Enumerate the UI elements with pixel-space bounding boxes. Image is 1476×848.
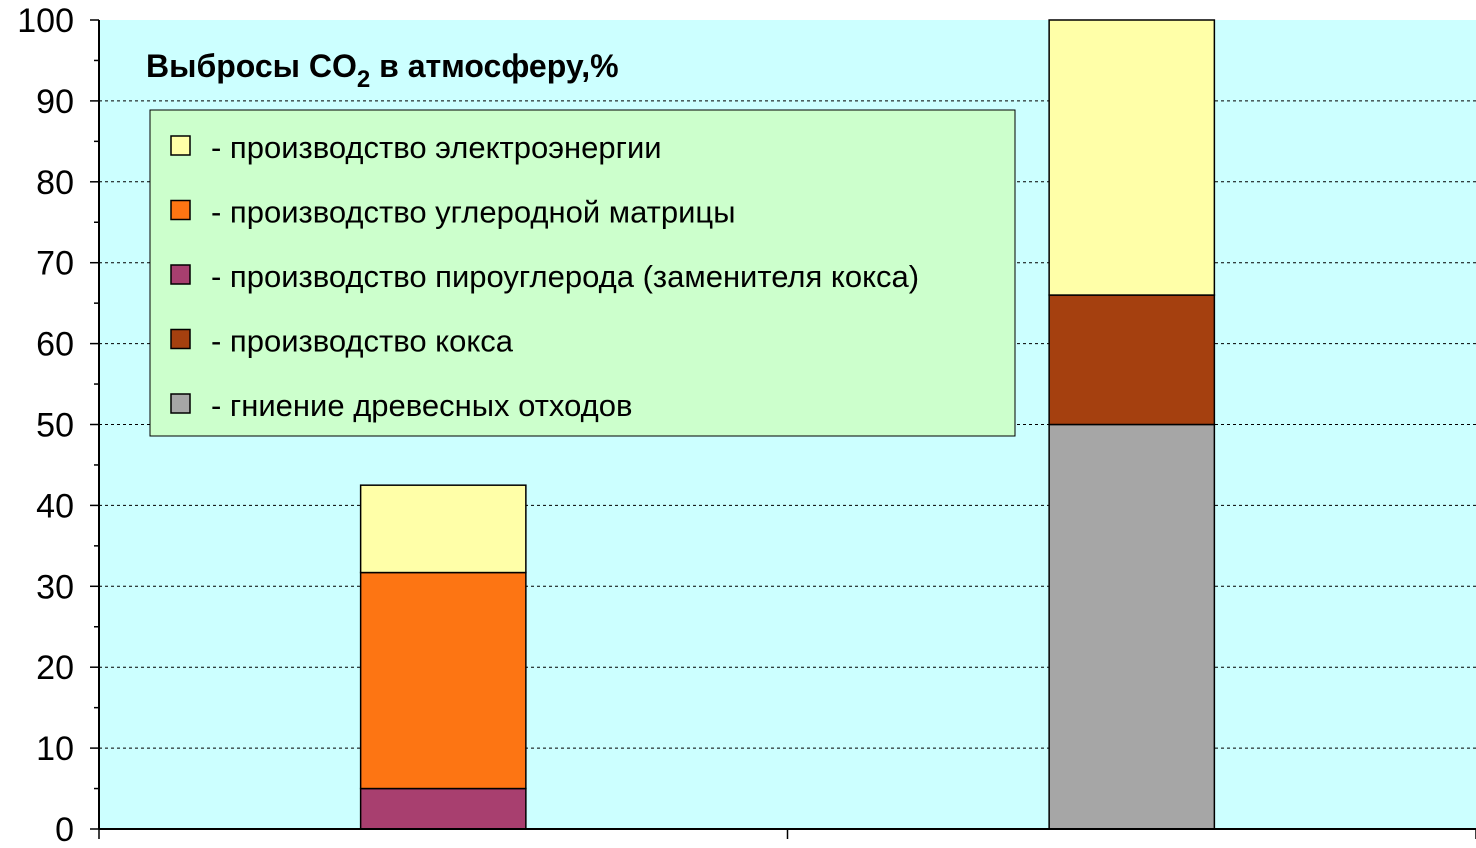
legend-label: - производство электроэнергии	[211, 130, 662, 165]
y-tick-label: 30	[36, 568, 74, 606]
legend-swatch	[170, 199, 191, 221]
y-tick-labels: 0 10 20 30 40 50 60 70 80 90 100	[17, 2, 74, 848]
y-tick-label: 90	[36, 83, 74, 121]
axes	[90, 19, 1476, 839]
chart-title-suffix: в атмосферу,%	[370, 48, 618, 84]
y-tick-label: 80	[36, 164, 74, 202]
bar-segment	[359, 484, 527, 574]
y-tick-label: 10	[36, 730, 74, 768]
legend-swatch	[170, 393, 191, 414]
legend-label: - гниение древесных отходов	[211, 388, 632, 423]
y-tick-label: 70	[36, 245, 74, 283]
y-tick-label: 50	[36, 407, 74, 445]
legend-label: - производство пироуглерода (заменителя …	[211, 259, 919, 294]
chart-title-subscript: 2	[357, 66, 370, 93]
chart-title: Выбросы CO2 в атмосферу,%	[146, 48, 619, 93]
bars	[359, 19, 1216, 830]
y-tick-label: 0	[55, 811, 74, 848]
legend-swatch	[170, 135, 191, 156]
y-tick-label: 100	[17, 2, 74, 40]
bar-segment	[1048, 19, 1216, 296]
legend-label: - производство кокса	[211, 324, 514, 359]
bar-segment	[1048, 294, 1216, 426]
legend-label: - производство углеродной матрицы	[211, 195, 735, 230]
chart-title-prefix: Выбросы CO	[146, 48, 357, 84]
legend-swatch	[170, 328, 191, 350]
legend-swatch	[170, 264, 191, 285]
y-tick-label: 20	[36, 649, 74, 687]
y-tick-label: 40	[36, 487, 74, 525]
bar-segment	[359, 571, 527, 790]
legend: - производство электроэнергии - производс…	[149, 109, 1016, 437]
bar-segment	[1048, 423, 1216, 830]
y-tick-label: 60	[36, 326, 74, 364]
legend-box	[149, 109, 1016, 437]
bar-segment	[359, 787, 527, 830]
